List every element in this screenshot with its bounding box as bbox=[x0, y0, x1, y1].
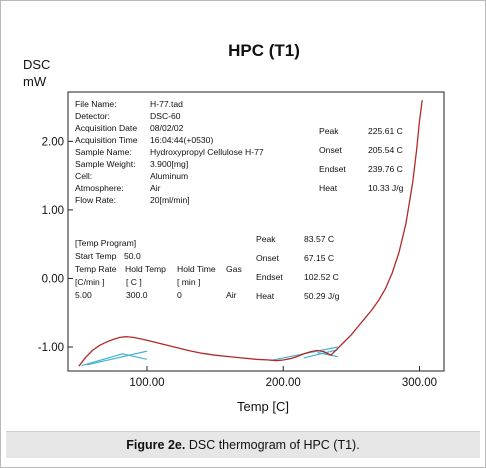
gas-header: Gas bbox=[226, 264, 242, 274]
temp-rate-value: 5.00 bbox=[75, 290, 92, 300]
y-tick-label: -1.00 bbox=[38, 342, 64, 354]
baseline-line bbox=[86, 350, 148, 366]
info-label: Sample Weight: bbox=[75, 159, 136, 169]
baseline-line bbox=[317, 351, 338, 358]
info-label: Flow Rate: bbox=[75, 195, 116, 205]
peak-result-value: 239.76 C bbox=[368, 164, 403, 174]
gas-value: Air bbox=[226, 290, 237, 300]
peak-result-label: Heat bbox=[319, 183, 338, 193]
temp-program-heading: [Temp Program] bbox=[75, 238, 136, 248]
baseline-line bbox=[122, 353, 148, 360]
baseline-line bbox=[303, 349, 338, 359]
y-tick-label: 0.00 bbox=[42, 273, 64, 285]
peak-result-value: 102.52 C bbox=[304, 272, 339, 282]
info-value: H-77.tad bbox=[150, 99, 183, 109]
hold-temp-header: Hold Temp bbox=[125, 264, 166, 274]
figure-caption: Figure 2e. DSC thermogram of HPC (T1). bbox=[6, 431, 480, 458]
baseline-group bbox=[81, 346, 338, 367]
info-label: Cell: bbox=[75, 171, 92, 181]
peak-results-high: Peak 225.61 C Onset 205.54 C Endset 239.76 C H… bbox=[319, 126, 404, 193]
y-tick-label: 2.00 bbox=[42, 136, 64, 148]
y-axis-label-dsc: DSC bbox=[23, 57, 50, 72]
y-tick-label: 1.00 bbox=[42, 205, 64, 217]
peak-result-value: 225.61 C bbox=[368, 126, 403, 136]
y-axis-ticks: 2.00 1.00 0.00 -1.00 bbox=[38, 136, 73, 354]
plot-area bbox=[67, 91, 445, 372]
info-label: Acquisition Date bbox=[75, 123, 137, 133]
info-label: Sample Name: bbox=[75, 147, 132, 157]
baseline-line bbox=[81, 353, 123, 367]
y-axis-label-unit: mW bbox=[23, 74, 47, 89]
info-label: File Name: bbox=[75, 99, 117, 109]
peak-result-label: Peak bbox=[256, 234, 276, 244]
hold-time-header: Hold Time bbox=[177, 264, 216, 274]
caption-description: DSC thermogram of HPC (T1). bbox=[188, 438, 360, 452]
dsc-chart: HPC (T1) DSC mW Temp [C] 100.00 200.00 300… bbox=[23, 41, 445, 414]
x-axis-ticks: 100.00 200.00 300.00 bbox=[129, 366, 437, 389]
dsc-curve-line bbox=[78, 100, 423, 367]
peak-result-label: Endset bbox=[256, 272, 283, 282]
info-value: DSC-60 bbox=[150, 111, 181, 121]
info-value: Aluminum bbox=[150, 171, 188, 181]
caption-label: Figure 2e. bbox=[126, 438, 186, 452]
info-value: 16:04:44(+0530) bbox=[150, 135, 213, 145]
peak-result-value: 10.33 J/g bbox=[368, 183, 404, 193]
info-block: File Name: H-77.tad Detector: DSC-60 Acquisi… bbox=[75, 99, 264, 205]
peak-result-label: Peak bbox=[319, 126, 339, 136]
hold-temp-unit: [ C ] bbox=[126, 277, 142, 287]
caption-text: Figure 2e. DSC thermogram of HPC (T1). bbox=[6, 438, 480, 452]
x-tick-label: 300.00 bbox=[402, 377, 437, 389]
peak-result-label: Onset bbox=[319, 145, 343, 155]
curve-group bbox=[78, 100, 423, 367]
info-value: Hydroxypropyl Cellulose H-77 bbox=[150, 147, 264, 157]
temp-program: [Temp Program] Start Temp 50.0 Temp Rate… bbox=[75, 238, 242, 300]
peak-result-value: 67.15 C bbox=[304, 253, 334, 263]
info-value: 3.900[mg] bbox=[150, 159, 188, 169]
info-label: Acquisition Time bbox=[75, 135, 138, 145]
temp-rate-header: Temp Rate bbox=[75, 264, 117, 274]
hold-temp-value: 300.0 bbox=[126, 290, 148, 300]
hold-time-unit: [ min ] bbox=[177, 277, 200, 287]
start-temp-value: 50.0 bbox=[124, 251, 141, 261]
info-label: Detector: bbox=[75, 111, 110, 121]
peak-result-label: Heat bbox=[256, 291, 275, 301]
peak-result-label: Onset bbox=[256, 253, 280, 263]
peak-results-low: Peak 83.57 C Onset 67.15 C Endset 102.52 C Hea… bbox=[256, 234, 340, 301]
info-value: 08/02/02 bbox=[150, 123, 184, 133]
start-temp-label: Start Temp bbox=[75, 251, 117, 261]
hold-time-value: 0 bbox=[177, 290, 182, 300]
peak-result-label: Endset bbox=[319, 164, 346, 174]
chart-title: HPC (T1) bbox=[228, 41, 300, 60]
peak-result-value: 50.29 J/g bbox=[304, 291, 340, 301]
peak-result-value: 205.54 C bbox=[368, 145, 403, 155]
x-tick-label: 200.00 bbox=[266, 377, 301, 389]
peak-result-value: 83.57 C bbox=[304, 234, 334, 244]
info-value: Air bbox=[150, 183, 161, 193]
info-value: 20[ml/min] bbox=[150, 195, 190, 205]
temp-rate-unit: [C/min ] bbox=[75, 277, 105, 287]
x-axis-label: Temp [C] bbox=[237, 399, 289, 414]
x-tick-label: 100.00 bbox=[129, 377, 164, 389]
info-label: Atmosphere: bbox=[75, 183, 124, 193]
